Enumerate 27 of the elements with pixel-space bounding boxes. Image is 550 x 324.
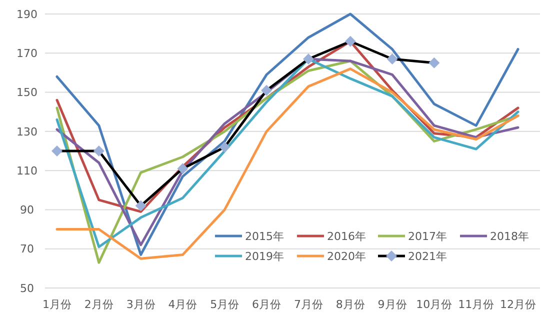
y-tick-label: 70 (20, 242, 34, 256)
x-tick-label: 11月份 (458, 298, 494, 311)
x-tick-label: 5月份 (210, 298, 240, 311)
legend-label: 2015年 (245, 230, 284, 243)
x-tick-label: 1月份 (42, 298, 72, 311)
y-tick-label: 110 (16, 164, 38, 178)
x-tick-label: 7月份 (294, 298, 323, 311)
x-tick-label: 6月份 (252, 298, 282, 311)
x-tick-label: 3月份 (126, 298, 156, 311)
y-tick-label: 50 (20, 282, 34, 295)
x-tick-label: 4月份 (168, 298, 198, 311)
y-tick-label: 170 (16, 46, 38, 60)
y-tick-label: 90 (20, 204, 34, 217)
x-tick-label: 9月份 (378, 298, 407, 311)
legend-label: 2020年 (327, 250, 366, 263)
legend-label: 2016年 (327, 230, 366, 243)
y-tick-label: 150 (16, 86, 38, 100)
legend-label: 2021年 (408, 250, 447, 263)
x-tick-label: 12月份 (500, 298, 536, 311)
x-tick-label: 8月份 (336, 298, 365, 311)
legend-label: 2019年 (245, 250, 284, 263)
legend-label: 2017年 (408, 230, 447, 243)
y-tick-label: 190 (16, 8, 38, 21)
legend-label: 2018年 (490, 230, 529, 243)
x-tick-label: 2月份 (84, 298, 114, 311)
x-tick-label: 10月份 (416, 298, 452, 311)
y-tick-label: 130 (16, 125, 38, 138)
